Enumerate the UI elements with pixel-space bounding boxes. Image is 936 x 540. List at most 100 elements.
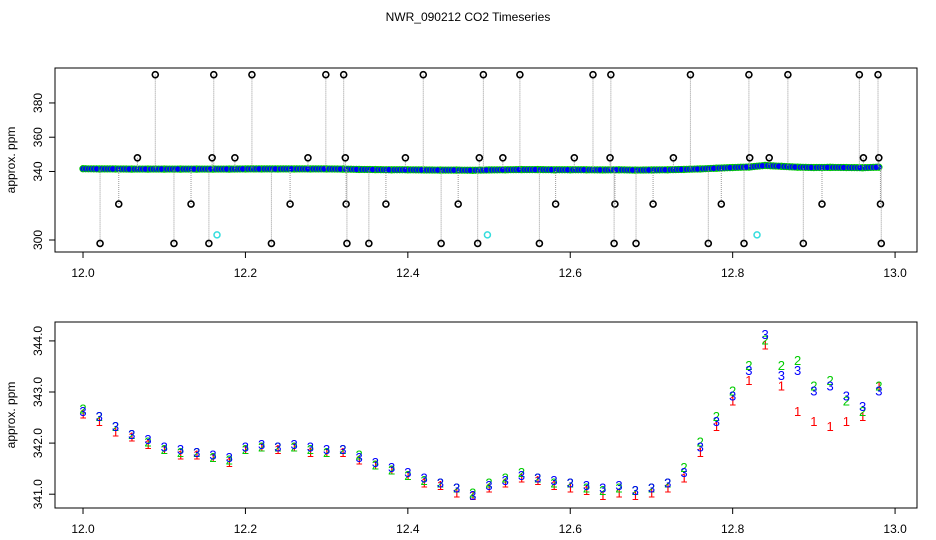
point-symbol: 2 (485, 475, 492, 490)
point-symbol: 3 (128, 427, 135, 442)
point-symbol: 2 (680, 460, 687, 475)
point-symbol: 2 (859, 404, 866, 419)
point-symbol: 1 (810, 414, 817, 429)
outlier (669, 153, 678, 162)
point-symbol: 3 (144, 432, 151, 447)
point-symbol: 2 (469, 486, 476, 501)
point-symbol: 1 (794, 404, 801, 419)
point-symbol: 2 (226, 452, 233, 467)
point-symbol: 1 (632, 488, 639, 503)
point-symbol: 3 (193, 445, 200, 460)
point-symbol: 1 (697, 445, 704, 460)
point-symbol: 1 (388, 463, 395, 478)
point-symbol: 3 (859, 399, 866, 414)
outlier (114, 200, 123, 208)
y-axis-title: approx. ppm (4, 127, 18, 194)
point-symbol: 2 (550, 475, 557, 490)
point-symbol: 3 (291, 437, 298, 452)
outlier (419, 70, 428, 79)
point-symbol: 3 (583, 478, 590, 493)
point-symbol: 2 (843, 394, 850, 409)
point-symbol: 2 (128, 427, 135, 442)
point-symbol: 3 (469, 488, 476, 503)
point-symbol: 1 (567, 481, 574, 496)
point-symbol: 1 (745, 373, 752, 388)
outlier (765, 153, 774, 162)
point-symbol: 2 (258, 440, 265, 455)
point-symbol: 2 (778, 358, 785, 373)
outlier (535, 239, 544, 248)
point-symbol: 2 (648, 481, 655, 496)
point-symbol: 2 (144, 435, 151, 450)
point-symbol: 2 (745, 358, 752, 373)
point-symbol: 3 (778, 368, 785, 383)
point-symbol: 1 (599, 488, 606, 503)
point-symbol: 3 (680, 465, 687, 480)
point-symbol: 3 (632, 483, 639, 498)
outlier (205, 239, 213, 248)
x-tick-label: 12.6 (559, 522, 583, 536)
outlier (151, 70, 160, 79)
point-symbol: 2 (291, 440, 298, 455)
point-symbol: 3 (810, 383, 817, 398)
point-symbol: 3 (567, 475, 574, 490)
point-symbol: 3 (79, 404, 86, 419)
point-symbol: 1 (144, 437, 151, 452)
outlier (704, 239, 713, 248)
point-symbol: 3 (534, 470, 541, 485)
flagged-point (213, 231, 221, 239)
point-symbol: 2 (697, 435, 704, 450)
outlier (877, 239, 886, 248)
y-tick-label: 341.0 (31, 479, 45, 509)
outlier (231, 153, 239, 162)
point-symbol: 2 (583, 481, 590, 496)
point-symbol: 2 (713, 409, 720, 424)
point-symbol: 1 (453, 486, 460, 501)
point-symbol: 1 (550, 478, 557, 493)
point-symbol: 1 (875, 378, 882, 393)
point-symbol: 1 (161, 442, 168, 457)
point-symbol: 1 (355, 452, 362, 467)
point-symbol: 1 (339, 445, 346, 460)
outlier (187, 200, 195, 208)
point-symbol: 3 (355, 450, 362, 465)
outlier (473, 239, 482, 248)
x-tick-label: 12.0 (71, 266, 95, 280)
point-symbol: 3 (664, 475, 671, 490)
point-symbol: 1 (583, 483, 590, 498)
outlier (339, 70, 348, 79)
outlier (607, 70, 615, 79)
point-symbol: 2 (193, 445, 200, 460)
x-tick-label: 12.6 (559, 266, 583, 280)
point-symbol: 3 (648, 481, 655, 496)
point-symbol: 1 (826, 419, 833, 434)
outlier (133, 153, 142, 162)
outlier (479, 70, 488, 79)
point-symbol: 3 (372, 455, 379, 470)
outlier (745, 70, 753, 79)
outlier (382, 200, 390, 208)
y-tick-label: 380 (31, 93, 45, 113)
outlier (606, 153, 614, 162)
outlier (304, 153, 312, 162)
point-symbol: 3 (96, 409, 103, 424)
outlier (818, 200, 826, 208)
point-symbol: 1 (729, 394, 736, 409)
point-symbol: 1 (307, 445, 314, 460)
outlier (784, 70, 792, 79)
point-symbol: 1 (664, 481, 671, 496)
outlier (649, 200, 657, 208)
point-symbol: 1 (274, 442, 281, 457)
point-symbol: 3 (307, 440, 314, 455)
point-symbol: 2 (599, 483, 606, 498)
point-symbol: 1 (648, 486, 655, 501)
point-symbol: 3 (258, 437, 265, 452)
x-tick-label: 13.0 (883, 266, 907, 280)
outlier (209, 70, 218, 79)
y-tick-label: 344.0 (31, 326, 45, 356)
point-symbol: 3 (729, 389, 736, 404)
x-tick-label: 12.4 (396, 266, 420, 280)
point-symbol: 2 (388, 463, 395, 478)
x-tick-label: 12.8 (721, 266, 745, 280)
